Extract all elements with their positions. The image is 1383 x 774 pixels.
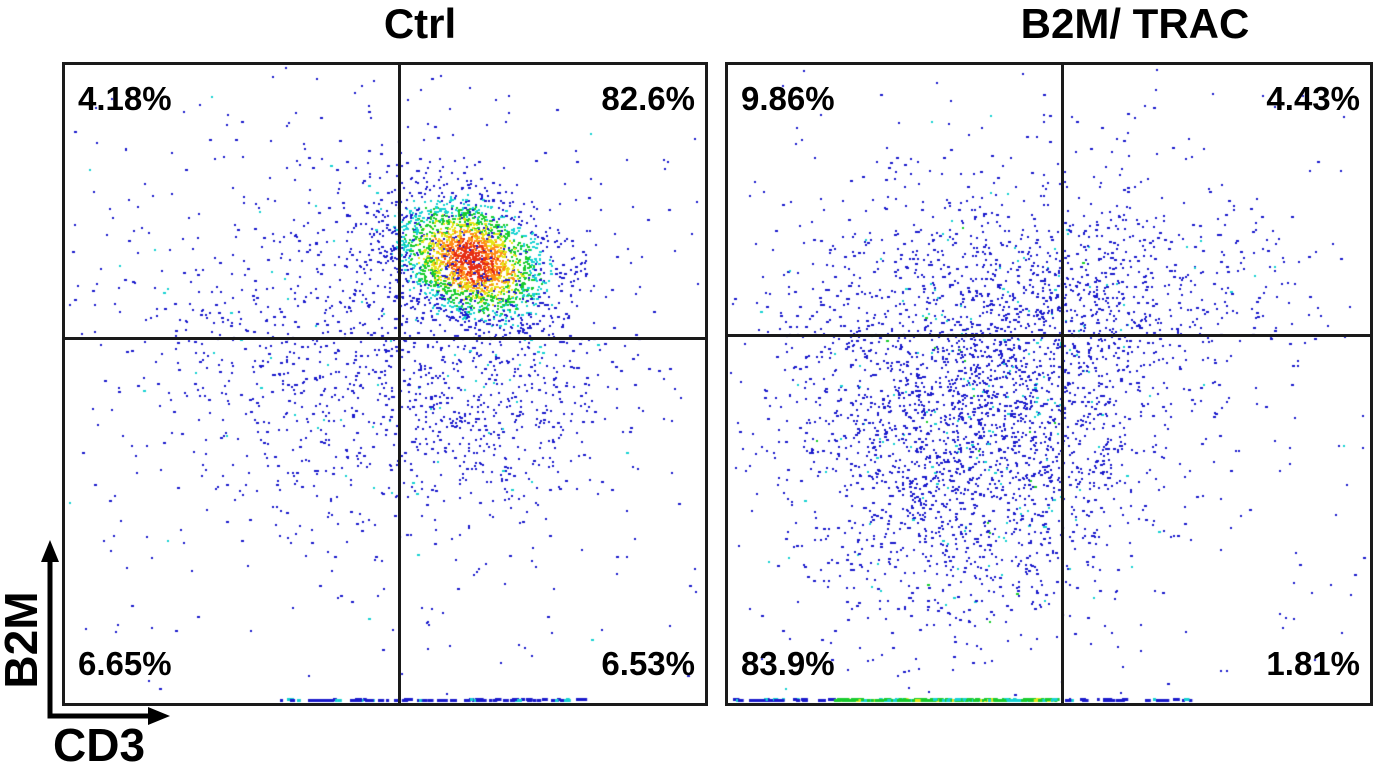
panel-title-b2m-trac: B2M/ TRAC	[1020, 0, 1250, 47]
quadrant-pct-upper-right: 82.6%	[601, 80, 695, 117]
quadrant-pct-lower-right: 6.53%	[601, 645, 695, 682]
axis-arrows	[41, 540, 170, 725]
y-axis-label: B2M	[0, 591, 47, 689]
quadrant-pct-lower-left: 6.65%	[78, 645, 172, 682]
y-axis-arrow-line	[47, 558, 53, 719]
panel-title-ctrl: Ctrl	[383, 0, 457, 47]
quadrant-pct-upper-left: 9.86%	[741, 80, 835, 117]
quadrant-gate-vertical-line	[1061, 65, 1064, 703]
scatter-canvas-ctrl	[65, 65, 705, 703]
x-axis-arrow-line	[48, 713, 152, 719]
plot-panel-ctrl: 4.18% 82.6% 6.65% 6.53%	[62, 62, 708, 706]
quadrant-pct-upper-left: 4.18%	[78, 80, 172, 117]
quadrant-pct-lower-right: 1.81%	[1266, 645, 1360, 682]
x-axis-arrowhead-icon	[148, 707, 170, 725]
quadrant-pct-lower-left: 83.9%	[741, 645, 835, 682]
scatter-canvas-b2m-trac	[728, 65, 1370, 703]
y-axis-arrowhead-icon	[41, 540, 59, 562]
quadrant-gate-vertical-line	[398, 65, 401, 703]
x-axis-label: CD3	[53, 719, 146, 771]
quadrant-gate-horizontal-line	[65, 337, 705, 340]
plot-panel-b2m-trac: 9.86% 4.43% 83.9% 1.81%	[725, 62, 1373, 706]
quadrant-gate-horizontal-line	[728, 334, 1370, 337]
quadrant-pct-upper-right: 4.43%	[1266, 80, 1360, 117]
